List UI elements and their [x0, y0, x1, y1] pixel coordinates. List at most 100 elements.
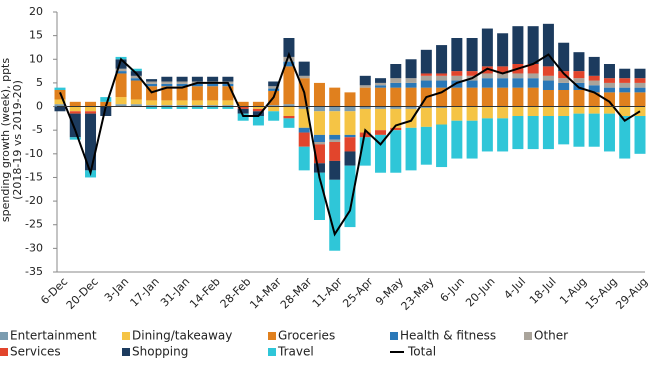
bar-segment	[527, 106, 539, 116]
bar-segment	[375, 78, 387, 83]
y-tick-label: 5	[36, 76, 43, 89]
legend-label: Dining/takeaway	[132, 329, 232, 343]
bar-segment	[283, 106, 295, 116]
bar-segment	[573, 52, 585, 72]
bar-segment	[130, 80, 142, 100]
bar-segment	[405, 108, 417, 128]
y-tick-label: 0	[36, 100, 43, 113]
bar-segment	[176, 83, 188, 87]
bar-segment	[100, 106, 112, 116]
bar-segment	[69, 106, 81, 112]
bar-segment	[359, 108, 371, 133]
bar-segment	[603, 106, 615, 114]
bar-segment	[375, 134, 387, 173]
bar-segment	[237, 106, 249, 109]
bar-segment	[558, 106, 570, 116]
bar-segment	[588, 80, 600, 86]
y-tick-label: -25	[25, 218, 43, 231]
bar-segment	[481, 106, 493, 119]
bar-segment	[54, 106, 66, 112]
bar-segment	[634, 78, 646, 83]
bar-segment	[283, 66, 295, 105]
bar-segment	[420, 106, 432, 108]
bar-segment	[558, 42, 570, 72]
bar-segment	[405, 127, 417, 171]
bar-segment	[603, 92, 615, 107]
bar-segment	[161, 76, 173, 82]
bar-segment	[359, 106, 371, 109]
bar-segment	[573, 71, 585, 79]
bar-segment	[390, 106, 402, 109]
bar-segment	[619, 68, 631, 79]
bar-segment	[115, 71, 127, 74]
bar-segment	[222, 76, 234, 82]
bar-segment	[115, 73, 127, 98]
bar-segment	[466, 80, 478, 88]
bar-segment	[405, 87, 417, 107]
bar-segment	[619, 78, 631, 83]
bar-segment	[298, 106, 310, 109]
bar-segment	[359, 137, 371, 166]
bar-segment	[161, 86, 173, 101]
bar-segment	[603, 78, 615, 83]
bar-segment	[527, 73, 539, 79]
bar-segment	[573, 113, 585, 147]
bar-segment	[481, 118, 493, 152]
legend-swatch	[0, 332, 8, 340]
bar-segment	[298, 132, 310, 147]
bar-segment	[237, 101, 249, 107]
y-tick-label: 15	[29, 29, 43, 42]
bar-segment	[603, 64, 615, 79]
bar-segment	[176, 76, 188, 82]
bar-segment	[146, 105, 158, 107]
bar-segment	[497, 73, 509, 79]
bar-segment	[375, 108, 387, 131]
total-line	[59, 51, 641, 237]
bar-segment	[191, 100, 203, 106]
bar-segment	[313, 172, 325, 220]
x-tick-label: 11-Apr	[310, 275, 346, 311]
bar-segment	[375, 82, 387, 86]
bar-segment	[191, 76, 203, 82]
bar-segment	[313, 82, 325, 107]
bar-segment	[115, 59, 127, 69]
bar-segment	[451, 87, 463, 107]
bar-segment	[161, 106, 173, 109]
bar-segment	[634, 68, 646, 79]
bar-segment	[558, 82, 570, 90]
y-tick-label: -5	[32, 123, 43, 136]
legend-label: Total	[407, 345, 436, 359]
bar-segment	[527, 87, 539, 107]
bar-segment	[85, 106, 97, 112]
bar-segment	[222, 105, 234, 107]
bar-segment	[375, 106, 387, 109]
bar-segment	[512, 116, 524, 150]
bar-segment	[390, 130, 402, 173]
bar-segment	[222, 106, 234, 109]
bar-segment	[146, 79, 158, 82]
bar-segment	[558, 78, 570, 83]
bar-segment	[558, 116, 570, 145]
bar-segment	[451, 106, 463, 121]
bar-segment	[161, 105, 173, 107]
bar-segment	[390, 82, 402, 88]
bar-segment	[466, 106, 478, 121]
bar-segment	[527, 116, 539, 150]
bar-segment	[481, 66, 493, 74]
bar-segment	[634, 82, 646, 88]
bar-segment	[222, 86, 234, 101]
bar-segment	[191, 86, 203, 101]
x-tick-label: 18-Jul	[527, 275, 559, 307]
bar-segment	[542, 66, 554, 76]
bar-segment	[115, 97, 127, 105]
legend-swatch	[268, 348, 276, 356]
bar-segment	[436, 106, 448, 108]
bar-segment	[466, 120, 478, 159]
bar-segment	[603, 87, 615, 93]
bar-segment	[146, 83, 158, 87]
bar-segment	[176, 100, 188, 106]
bar-segment	[237, 113, 249, 121]
y-tick-label: 20	[29, 5, 43, 18]
bar-segment	[481, 73, 493, 79]
bar-segment	[619, 106, 631, 116]
